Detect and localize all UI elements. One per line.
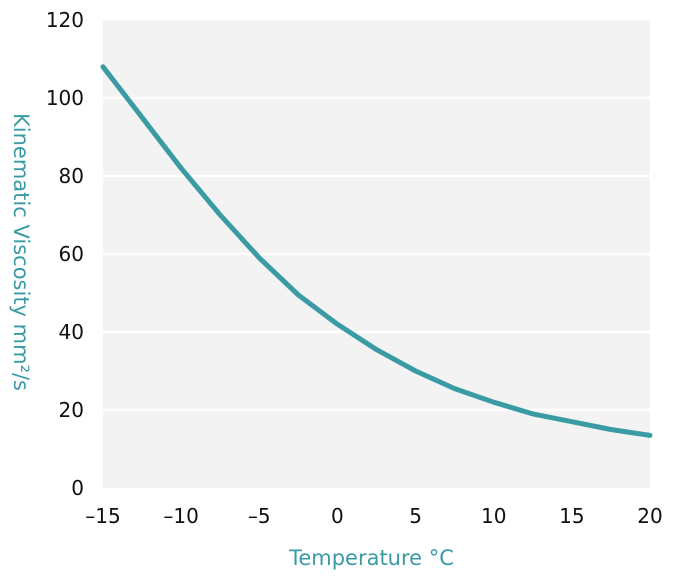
y-tick-label: 100 — [46, 86, 84, 110]
y-axis-label: Kinematic Viscosity mm²/s — [9, 113, 33, 391]
y-tick-labels: 0 20 40 60 80 100 120 — [46, 8, 84, 500]
x-tick-label: –5 — [248, 504, 271, 528]
grid-lines — [103, 96, 650, 412]
viscosity-line — [100, 64, 653, 438]
x-tick-label: 20 — [637, 504, 662, 528]
y-tick-label: 120 — [46, 8, 84, 32]
x-tick-label: –15 — [85, 504, 120, 528]
x-tick-label: –10 — [163, 504, 198, 528]
x-tick-label: 10 — [481, 504, 506, 528]
x-tick-label: 5 — [409, 504, 422, 528]
y-tick-label: 20 — [59, 398, 84, 422]
y-tick-label: 60 — [59, 242, 84, 266]
x-tick-labels: –15 –10 –5 0 5 10 15 20 — [85, 504, 662, 528]
y-tick-label: 0 — [71, 476, 84, 500]
x-tick-label: 0 — [331, 504, 344, 528]
y-tick-label: 80 — [59, 164, 84, 188]
x-axis-label: Temperature °C — [288, 546, 454, 570]
y-tick-label: 40 — [59, 320, 84, 344]
x-tick-label: 15 — [559, 504, 584, 528]
series-group — [100, 64, 653, 438]
